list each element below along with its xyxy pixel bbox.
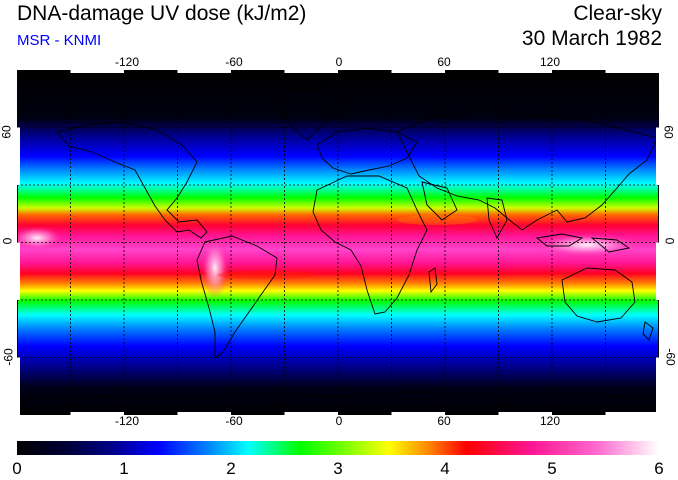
lat-tick-right: 60	[661, 125, 676, 139]
lon-tick-top: 120	[539, 55, 561, 69]
colorbar-gradient	[17, 441, 659, 455]
lon-tick-top: 60	[437, 55, 451, 69]
source-label: MSR - KNMI	[17, 32, 102, 49]
frame-ticks	[17, 70, 659, 415]
cloud-streak	[397, 215, 477, 225]
lon-tick-top: 0	[335, 55, 343, 69]
uv-dose-map	[17, 70, 659, 415]
colorbar-label: 6	[654, 459, 664, 478]
lat-tick-left: 60	[0, 125, 14, 139]
colorbar	[17, 441, 659, 455]
lon-tick-bottom: 60	[437, 414, 451, 428]
lon-tick-bottom: 120	[539, 414, 561, 428]
colorbar-label: 0	[12, 459, 22, 478]
pacific-hotspot	[17, 226, 63, 250]
colorbar-label: 3	[333, 459, 343, 478]
lon-tick-bottom: -60	[225, 414, 243, 428]
lon-tick-bottom: -120	[114, 414, 140, 428]
date-label: 30 March 1982	[521, 27, 662, 50]
graticule	[17, 70, 659, 415]
lon-tick-bottom: 0	[335, 414, 343, 428]
sky-condition-label: Clear-sky	[573, 2, 662, 25]
lat-tick-left: 0	[0, 237, 15, 245]
lon-tick-top: -60	[225, 55, 243, 69]
lat-tick-right: 0	[662, 237, 677, 245]
colorbar-label: 2	[226, 459, 236, 478]
lon-tick-top: -120	[114, 55, 140, 69]
coastlines	[17, 87, 659, 401]
cloud-streak	[217, 271, 317, 279]
lat-tick-right: -60	[663, 348, 678, 366]
lat-tick-left: -60	[1, 348, 16, 366]
chart-title: DNA-damage UV dose (kJ/m2)	[17, 2, 307, 25]
colorbar-label: 5	[547, 459, 557, 478]
colorbar-label: 1	[119, 459, 129, 478]
colorbar-label: 4	[440, 459, 450, 478]
andes-hotspot	[201, 238, 229, 298]
